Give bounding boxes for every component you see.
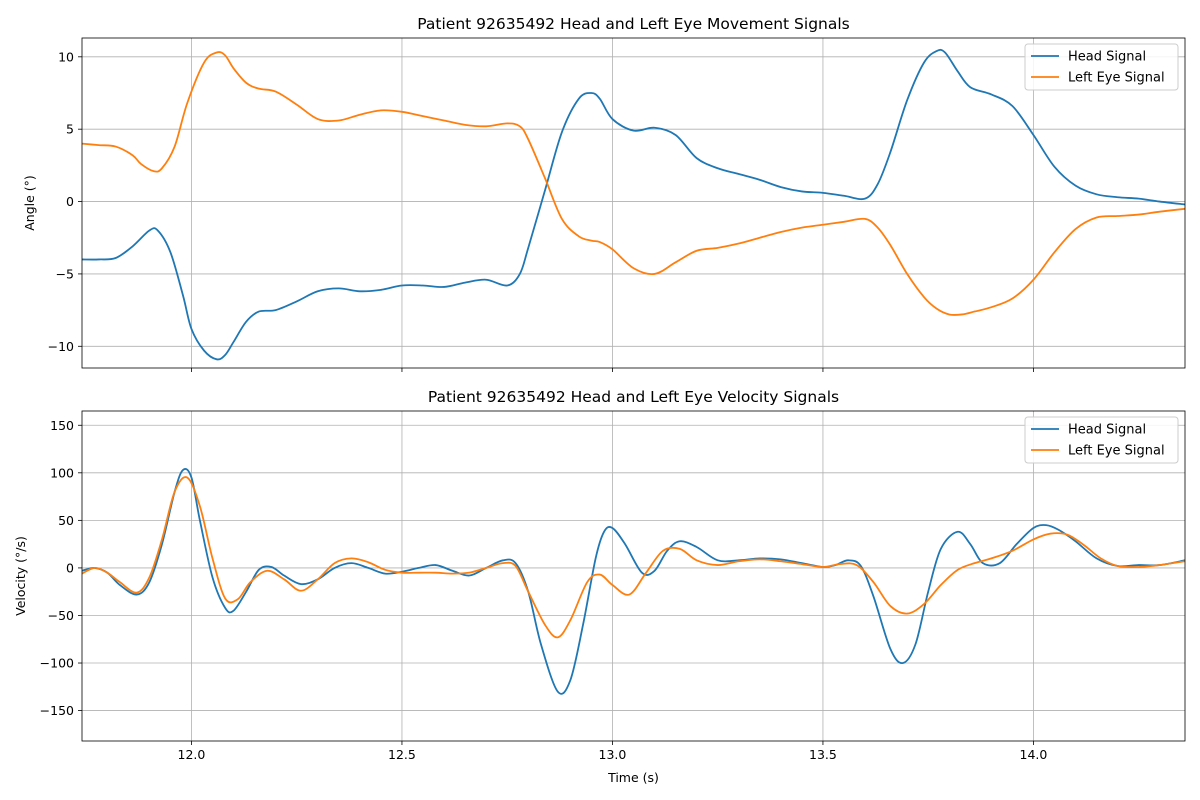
chart-title: Patient 92635492 Head and Left Eye Veloc… <box>428 388 839 406</box>
series-line-head <box>82 48 1185 361</box>
y-tick-label-0: −150 <box>40 703 74 718</box>
y-tick-label-0: −10 <box>48 339 74 354</box>
y-tick-label-2: 0 <box>66 194 74 209</box>
legend-label-left-eye: Left Eye Signal <box>1068 71 1165 86</box>
legend: Head Signal Left Eye Signal <box>1024 416 1179 464</box>
y-tick-label-1: −100 <box>40 656 74 671</box>
legend-label-left-eye: Left Eye Signal <box>1068 444 1165 459</box>
legend-label-head: Head Signal <box>1068 50 1146 65</box>
y-tick-label-4: 10 <box>58 49 74 64</box>
x-tick-label-2: 13.0 <box>599 747 627 762</box>
chart-panel-2: 12.0 12.5 13.0 13.5 14.0 −150 −100 −50 0 50 100 150… <box>13 388 1186 785</box>
legend-box <box>1024 43 1179 91</box>
y-tick-label-3: 0 <box>66 560 74 575</box>
y-tick-label-1: −5 <box>56 266 74 281</box>
x-tick-label-3: 13.5 <box>809 747 837 762</box>
x-tick-label-4: 14.0 <box>1020 747 1048 762</box>
axes-frame <box>81 410 1186 742</box>
legend-box <box>1024 416 1179 464</box>
y-tick-label-6: 150 <box>50 418 74 433</box>
legend: Head Signal Left Eye Signal <box>1024 43 1179 91</box>
y-tick-label-5: 100 <box>50 465 74 480</box>
series-line-left-eye <box>82 51 1185 316</box>
chart-title: Patient 92635492 Head and Left Eye Movem… <box>417 15 850 33</box>
y-tick-label-4: 50 <box>58 513 74 528</box>
x-axis-label: Time (s) <box>607 770 659 785</box>
y-tick-label-2: −50 <box>48 608 74 623</box>
y-axis-label: Angle (°) <box>22 175 37 231</box>
y-axis-label: Velocity (°/s) <box>13 536 28 616</box>
y-tick-label-3: 5 <box>66 122 74 137</box>
x-tick-label-0: 12.0 <box>178 747 206 762</box>
x-tick-label-1: 12.5 <box>388 747 416 762</box>
series-line-head <box>82 468 1185 695</box>
series-line-left-eye <box>82 476 1185 639</box>
axes-frame <box>81 37 1186 369</box>
legend-label-head: Head Signal <box>1068 423 1146 438</box>
chart-panel-1: −10 −5 0 5 10 Patient 92635492 Head and Left … <box>22 15 1186 372</box>
